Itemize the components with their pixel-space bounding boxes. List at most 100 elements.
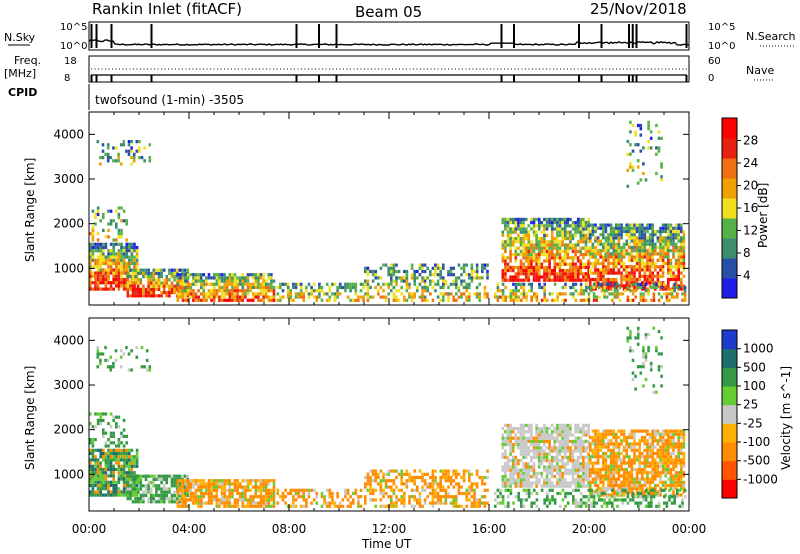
velocity-cell <box>199 488 203 492</box>
power-cell <box>371 295 375 299</box>
velocity-cell <box>202 482 206 486</box>
power-cell <box>117 206 121 210</box>
velocity-cell <box>374 469 377 473</box>
power-cell <box>612 268 615 272</box>
velocity-cell <box>106 358 110 362</box>
power-cell <box>126 294 130 298</box>
power-cell <box>231 276 234 280</box>
power-cell <box>218 285 221 290</box>
power-cell <box>94 274 97 278</box>
power-cell <box>470 266 474 270</box>
power-cell <box>379 276 383 280</box>
power-cell <box>223 279 226 283</box>
velocity-cell <box>128 464 131 468</box>
power-cell <box>264 279 268 283</box>
power-cell <box>176 295 180 299</box>
power-cell <box>511 217 515 221</box>
power-cell <box>186 273 190 277</box>
power-cell <box>661 245 665 250</box>
power-cell <box>257 282 260 286</box>
velocity-cell <box>582 430 585 434</box>
velocity-cell <box>651 448 654 452</box>
power-cell <box>107 281 110 285</box>
velocity-cell <box>115 448 118 452</box>
power-cell <box>468 285 471 290</box>
velocity-cell <box>584 484 588 488</box>
velocity-cell <box>197 485 200 489</box>
velocity-cell <box>574 484 577 488</box>
velocity-cell <box>543 468 546 472</box>
power-cell <box>184 282 187 286</box>
velocity-cell <box>537 439 541 443</box>
velocity-cell <box>569 423 572 427</box>
power-cell <box>543 249 546 253</box>
power-cell <box>504 272 507 276</box>
power-cell <box>310 289 313 293</box>
power-cell <box>587 278 590 282</box>
velocity-cell <box>486 501 489 505</box>
power-cell <box>660 285 663 290</box>
velocity-cell <box>524 475 528 479</box>
velocity-cell <box>468 469 471 473</box>
velocity-cell <box>197 479 200 483</box>
power-cell <box>677 255 680 259</box>
velocity-cell <box>107 483 110 488</box>
velocity-cell <box>96 487 100 491</box>
velocity-cell <box>576 423 580 427</box>
velocity-cell <box>392 504 396 508</box>
velocity-cell <box>511 471 515 475</box>
power-cell <box>374 276 377 280</box>
power-cell <box>522 295 526 299</box>
velocity-cell <box>99 477 102 481</box>
velocity-cell <box>115 483 118 488</box>
velocity-cell <box>514 436 518 440</box>
velocity-cell <box>501 455 505 459</box>
velocity-cell <box>91 487 95 491</box>
velocity-cell <box>527 465 531 469</box>
velocity-cell <box>102 428 105 432</box>
velocity-cell <box>646 487 649 491</box>
power-cell <box>152 271 156 275</box>
power-cell <box>384 282 388 286</box>
velocity-cell <box>641 451 644 456</box>
velocity-cell <box>452 504 455 508</box>
power-cell <box>646 281 649 285</box>
power-cell <box>338 282 342 286</box>
velocity-cell <box>550 430 554 434</box>
power-cell <box>351 282 355 286</box>
power-cell <box>659 242 662 246</box>
power-cell <box>630 265 634 269</box>
velocity-cell <box>119 365 123 369</box>
power-cell <box>115 274 118 278</box>
power-cell <box>594 255 597 259</box>
power-cell <box>604 265 608 269</box>
power-cell <box>494 295 497 299</box>
power-cell <box>656 258 660 262</box>
velocity-cell <box>331 498 334 502</box>
velocity-cell <box>517 436 520 440</box>
velocity-cell <box>168 497 171 501</box>
power-cell <box>115 225 118 229</box>
velocity-cell <box>522 433 525 437</box>
velocity-cell <box>643 458 647 462</box>
power-cell <box>104 261 108 266</box>
power-cell <box>89 252 92 256</box>
power-cell <box>89 242 92 246</box>
velocity-cell <box>109 493 113 497</box>
velocity-cell <box>612 483 615 488</box>
power-cell <box>545 240 549 244</box>
power-cell <box>556 278 559 282</box>
velocity-cell <box>635 458 639 462</box>
velocity-cell <box>447 485 450 489</box>
power-cell <box>677 245 680 250</box>
power-cell <box>646 265 649 269</box>
velocity-cell <box>558 439 562 443</box>
power-cell <box>246 276 250 280</box>
power-cell <box>519 221 523 225</box>
power-cell <box>579 246 583 250</box>
velocity-cell <box>478 501 481 505</box>
freq-strip <box>88 55 690 83</box>
power-cell <box>566 272 570 276</box>
power-cell <box>579 233 583 237</box>
power-cell <box>628 252 631 256</box>
